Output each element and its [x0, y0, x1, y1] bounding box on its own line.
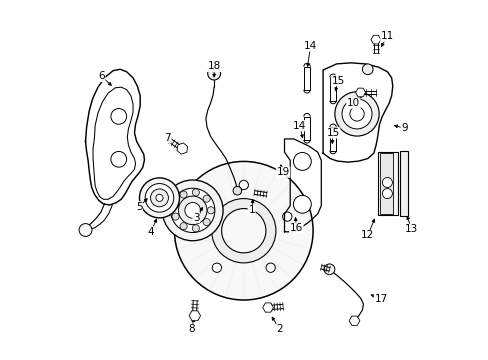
- Circle shape: [203, 219, 210, 226]
- Circle shape: [172, 201, 179, 208]
- Circle shape: [349, 107, 364, 121]
- Circle shape: [156, 194, 163, 202]
- Circle shape: [180, 222, 187, 230]
- Text: 8: 8: [188, 324, 195, 334]
- Polygon shape: [378, 152, 397, 215]
- Circle shape: [239, 180, 248, 190]
- Circle shape: [293, 153, 311, 170]
- Circle shape: [211, 199, 275, 263]
- Polygon shape: [262, 303, 273, 312]
- Text: 7: 7: [164, 133, 171, 143]
- Circle shape: [79, 224, 92, 237]
- Text: 17: 17: [374, 294, 387, 303]
- Bar: [329, 127, 336, 150]
- Circle shape: [172, 213, 179, 220]
- Text: 15: 15: [331, 76, 344, 86]
- Circle shape: [180, 191, 187, 198]
- Text: 19: 19: [276, 167, 289, 177]
- Text: 6: 6: [98, 71, 105, 81]
- Circle shape: [282, 212, 291, 221]
- Circle shape: [207, 207, 214, 214]
- Polygon shape: [399, 151, 407, 216]
- Circle shape: [195, 212, 204, 221]
- Text: 10: 10: [346, 98, 359, 108]
- Text: 16: 16: [289, 223, 302, 233]
- Circle shape: [178, 196, 206, 225]
- Circle shape: [334, 92, 378, 136]
- Circle shape: [184, 203, 200, 218]
- Text: 11: 11: [380, 31, 393, 41]
- Circle shape: [212, 263, 221, 273]
- Circle shape: [233, 186, 241, 195]
- Circle shape: [192, 225, 199, 232]
- Bar: [303, 117, 309, 140]
- Polygon shape: [177, 143, 187, 154]
- Text: 12: 12: [360, 230, 374, 240]
- Circle shape: [293, 195, 311, 213]
- Polygon shape: [355, 88, 365, 97]
- Polygon shape: [379, 153, 392, 213]
- Circle shape: [139, 178, 179, 218]
- Circle shape: [324, 264, 334, 275]
- Text: 1: 1: [248, 205, 254, 215]
- Circle shape: [221, 208, 265, 253]
- Polygon shape: [370, 35, 380, 44]
- Bar: [303, 67, 309, 90]
- Text: 14: 14: [293, 121, 306, 131]
- Circle shape: [362, 64, 372, 75]
- Text: 5: 5: [136, 202, 142, 212]
- Text: 2: 2: [276, 324, 282, 334]
- Circle shape: [111, 109, 126, 124]
- Circle shape: [382, 189, 391, 199]
- Circle shape: [174, 161, 312, 300]
- Circle shape: [162, 180, 223, 241]
- Circle shape: [145, 184, 173, 212]
- Circle shape: [111, 152, 126, 167]
- Circle shape: [207, 67, 220, 80]
- Text: 3: 3: [193, 212, 199, 222]
- Polygon shape: [189, 311, 200, 321]
- Text: 13: 13: [404, 224, 417, 234]
- Circle shape: [203, 195, 210, 202]
- Text: 4: 4: [147, 227, 154, 237]
- Circle shape: [170, 188, 214, 233]
- Circle shape: [382, 177, 391, 188]
- Text: 15: 15: [326, 128, 339, 138]
- Circle shape: [265, 263, 275, 273]
- Polygon shape: [348, 316, 359, 325]
- Text: 14: 14: [304, 41, 317, 51]
- Bar: [329, 77, 336, 100]
- Text: 18: 18: [207, 62, 220, 71]
- Circle shape: [341, 99, 371, 129]
- Circle shape: [150, 189, 168, 207]
- Circle shape: [192, 189, 199, 196]
- Text: 9: 9: [400, 123, 407, 133]
